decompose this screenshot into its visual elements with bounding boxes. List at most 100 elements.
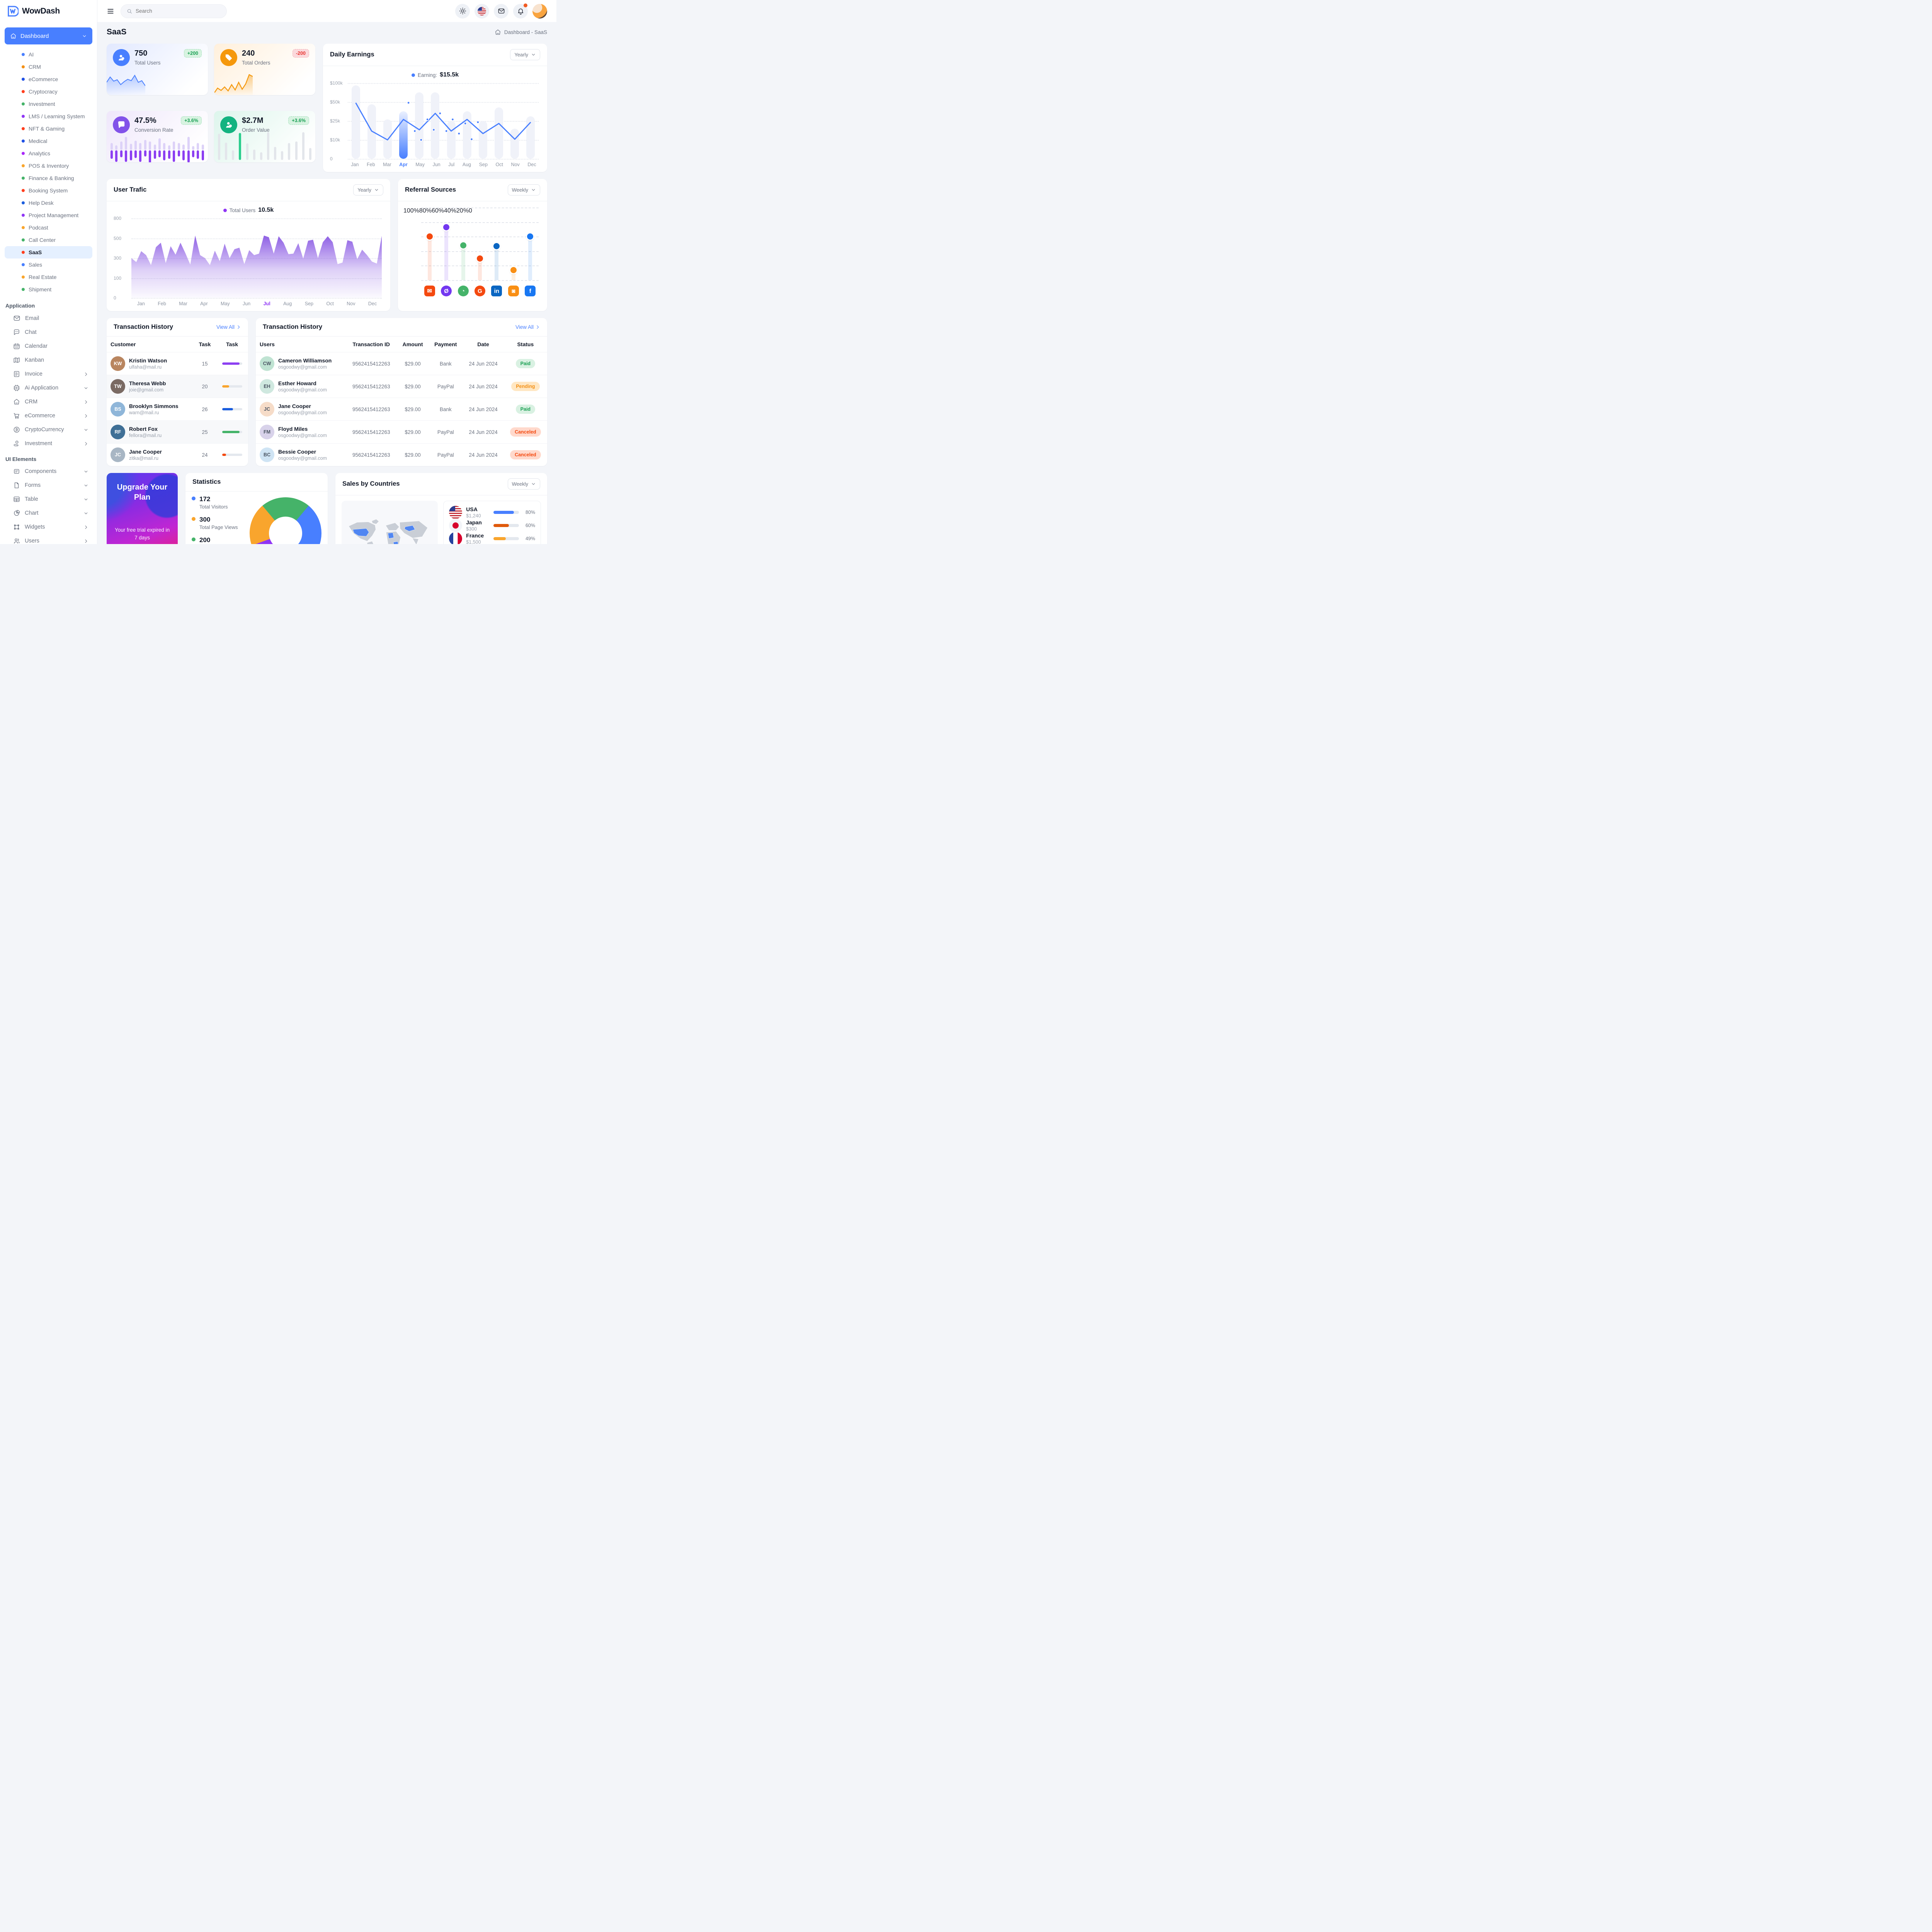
app-logo[interactable]: WowDash bbox=[0, 0, 97, 22]
chevron-icon bbox=[83, 511, 88, 516]
table-row[interactable]: BC Bessie Cooper osgoodwy@gmail.com 95624… bbox=[256, 443, 547, 466]
sidebar-item-invoice[interactable]: Invoice bbox=[5, 367, 92, 381]
sidebar-item-users[interactable]: Users bbox=[5, 534, 92, 544]
sidebar-item-investment[interactable]: Investment bbox=[5, 98, 92, 110]
sidebar-item-investment[interactable]: Investment bbox=[5, 437, 92, 451]
sidebar-item-project-management[interactable]: Project Management bbox=[5, 209, 92, 221]
breadcrumb[interactable]: Dashboard - SaaS bbox=[495, 29, 547, 36]
range-value: Weekly bbox=[512, 481, 528, 487]
table-row[interactable]: CW Cameron Williamson osgoodwy@gmail.com … bbox=[256, 352, 547, 375]
world-map[interactable] bbox=[342, 501, 438, 544]
view-all-link[interactable]: View All bbox=[515, 324, 540, 330]
sidebar-item-medical[interactable]: Medical bbox=[5, 135, 92, 147]
mail-icon bbox=[13, 315, 20, 322]
view-all-link[interactable]: View All bbox=[216, 324, 241, 330]
facebook-icon[interactable]: f bbox=[525, 286, 536, 296]
sidebar-item-calendar[interactable]: Calendar bbox=[5, 339, 92, 353]
sidebar-item-call-center[interactable]: Call Center bbox=[5, 234, 92, 246]
orders-sparkline bbox=[214, 71, 253, 95]
instagram-icon[interactable]: ◙ bbox=[508, 286, 519, 296]
user-trafic-x-axis: Jan Feb Mar Apr May Jun Jul Aug Sep Oct Nov Dec bbox=[131, 301, 383, 311]
search-input[interactable] bbox=[136, 8, 221, 14]
google-icon[interactable]: G bbox=[474, 286, 485, 296]
sidebar-item-chat[interactable]: Chat bbox=[5, 325, 92, 339]
sidebar-item-ecommerce[interactable]: eCommerce bbox=[5, 73, 92, 85]
table-row[interactable]: FM Floyd Miles osgoodwy@gmail.com 9562415… bbox=[256, 420, 547, 444]
quora-icon[interactable]: Ø bbox=[441, 286, 452, 296]
column-amount: Amount bbox=[402, 341, 423, 347]
sidebar-item-chart[interactable]: Chart bbox=[5, 506, 92, 520]
sales-range-select[interactable]: Weekly bbox=[507, 478, 540, 490]
theme-toggle-button[interactable] bbox=[455, 3, 470, 19]
sidebar-item-ai-application[interactable]: Ai Application bbox=[5, 381, 92, 395]
referral-sources-chart[interactable]: 100% 80% 60% 40% 20% 0 bbox=[403, 207, 540, 281]
referral-range-select[interactable]: Weekly bbox=[507, 184, 540, 196]
table-row[interactable]: BS Brooklyn Simmons warn@mail.ru 26 bbox=[107, 398, 248, 421]
sidebar-item-crm[interactable]: CRM bbox=[5, 395, 92, 409]
table-row[interactable]: KW Kristin Watson ulfaha@mail.ru 15 bbox=[107, 352, 248, 375]
user-trafic-chart[interactable]: 800 500 300 100 0 bbox=[114, 216, 383, 301]
sidebar-item-lms-learning-system[interactable]: LMS / Learning System bbox=[5, 110, 92, 122]
language-button[interactable] bbox=[474, 3, 489, 19]
sidebar-item-label: CRM bbox=[29, 64, 41, 70]
daily-earnings-range-select[interactable]: Yearly bbox=[510, 49, 540, 60]
table-row[interactable]: RF Robert Fox fellora@mail.ru 25 bbox=[107, 420, 248, 444]
stat-card-order-value: $2.7M Order Value +3.6% bbox=[214, 111, 315, 162]
sidebar-item-sales[interactable]: Sales bbox=[5, 259, 92, 271]
profile-avatar[interactable] bbox=[532, 3, 547, 19]
daily-earnings-card: Daily Earnings Yearly Earning: $15.5k $1… bbox=[323, 44, 547, 172]
statistics-donut-chart[interactable] bbox=[250, 497, 321, 544]
sidebar-item-pos-inventory[interactable]: POS & Inventory bbox=[5, 160, 92, 172]
sidebar-item-finance-banking[interactable]: Finance & Banking bbox=[5, 172, 92, 184]
sidebar-item-crm[interactable]: CRM bbox=[5, 61, 92, 73]
sidebar-item-cryptocurrency[interactable]: CryptoCurrency bbox=[5, 423, 92, 437]
sidebar-item-shipment[interactable]: Shipment bbox=[5, 283, 92, 296]
table-row[interactable]: JC Jane Cooper osgoodwy@gmail.com 9562415… bbox=[256, 398, 547, 421]
widgets-icon bbox=[13, 524, 20, 531]
messages-button[interactable] bbox=[494, 3, 509, 19]
notifications-button[interactable] bbox=[513, 3, 528, 19]
chevron-icon bbox=[83, 497, 88, 502]
sidebar-item-real-estate[interactable]: Real Estate bbox=[5, 271, 92, 283]
sidebar-item-label: Call Center bbox=[29, 237, 56, 243]
sidebar-item-dashboard[interactable]: Dashboard bbox=[5, 27, 92, 44]
globe-icon[interactable]: ◔ bbox=[457, 286, 469, 296]
country-row-us[interactable]: USA $1,240 80% bbox=[449, 506, 535, 519]
bullet-dot bbox=[22, 65, 25, 68]
usercheck-icon bbox=[220, 116, 237, 133]
status-badge: Canceled bbox=[510, 427, 541, 437]
chevron-icon bbox=[83, 386, 88, 391]
user-icon bbox=[113, 49, 130, 66]
sidebar-toggle-button[interactable] bbox=[107, 7, 114, 15]
sidebar-item-analytics[interactable]: Analytics bbox=[5, 147, 92, 160]
bullet-dot bbox=[22, 139, 25, 143]
table-row[interactable]: JC Jane Cooper zitka@mail.ru 24 bbox=[107, 443, 248, 466]
sidebar-item-booking-system[interactable]: Booking System bbox=[5, 184, 92, 197]
sidebar-item-ai[interactable]: AI bbox=[5, 48, 92, 61]
sidebar-item-components[interactable]: Components bbox=[5, 464, 92, 478]
sidebar-item-cryptocracy[interactable]: Cryptocracy bbox=[5, 85, 92, 98]
avatar: RF bbox=[111, 425, 125, 439]
sidebar-item-table[interactable]: Table bbox=[5, 492, 92, 506]
sidebar-item-widgets[interactable]: Widgets bbox=[5, 520, 92, 534]
file-icon bbox=[13, 482, 20, 489]
user-trafic-range-select[interactable]: Yearly bbox=[353, 184, 383, 196]
sidebar-item-saas[interactable]: SaaS bbox=[5, 246, 92, 259]
sidebar-item-forms[interactable]: Forms bbox=[5, 478, 92, 492]
daily-earnings-chart[interactable]: $100k $50k $25k $10k 0 bbox=[330, 80, 540, 162]
sidebar-item-help-desk[interactable]: Help Desk bbox=[5, 197, 92, 209]
sidebar-item-podcast[interactable]: Podcast bbox=[5, 221, 92, 234]
legend-item: 300 Total Page Views bbox=[192, 516, 238, 530]
daily-earnings-title: Daily Earnings bbox=[330, 51, 374, 58]
sidebar-item-email[interactable]: Email bbox=[5, 311, 92, 325]
sidebar-item-ecommerce[interactable]: eCommerce bbox=[5, 409, 92, 423]
mail-icon[interactable]: ✉ bbox=[424, 286, 435, 296]
table-row[interactable]: EH Esther Howard osgoodwy@gmail.com 95624… bbox=[256, 375, 547, 398]
legend-dot bbox=[223, 208, 227, 212]
sidebar-item-kanban[interactable]: Kanban bbox=[5, 353, 92, 367]
table-row[interactable]: TW Theresa Webb joie@gmail.com 20 bbox=[107, 375, 248, 398]
sidebar-item-nft-gaming[interactable]: NFT & Gaming bbox=[5, 122, 92, 135]
country-row-jp[interactable]: Japan $300 60% bbox=[449, 519, 535, 532]
country-row-fr[interactable]: France $1,500 49% bbox=[449, 532, 535, 544]
linkedin-icon[interactable]: in bbox=[491, 286, 502, 296]
